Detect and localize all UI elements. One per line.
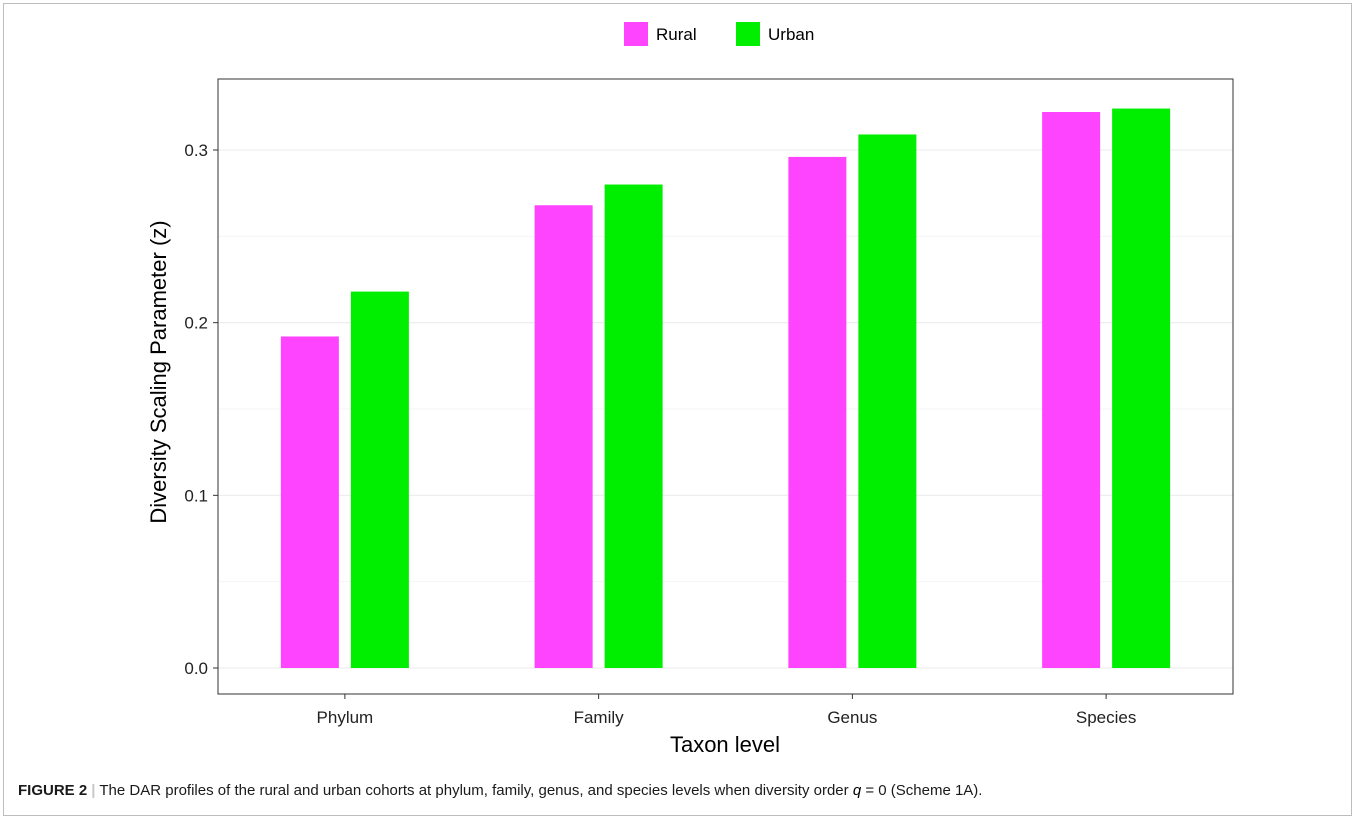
y-tick-label: 0.0: [184, 659, 208, 678]
x-axis-title: Taxon level: [670, 732, 780, 757]
x-tick-label: Family: [574, 708, 625, 727]
legend-key-urban: [736, 22, 760, 46]
bar-rural-phylum: [280, 336, 339, 668]
y-tick-label: 0.1: [184, 486, 208, 505]
bar-rural-species: [1042, 112, 1101, 669]
caption-text-after: = 0 (Scheme 1A).: [861, 782, 983, 799]
y-tick-label: 0.3: [184, 141, 208, 160]
legend-label-urban: Urban: [768, 25, 814, 44]
bar-urban-genus: [858, 134, 917, 668]
figure-frame: [3, 3, 1352, 816]
bar-rural-genus: [788, 156, 847, 668]
bars-layer: [280, 108, 1171, 669]
bar-urban-species: [1112, 108, 1171, 668]
y-tick-label: 0.2: [184, 314, 208, 333]
legend-label-rural: Rural: [656, 25, 697, 44]
caption-label: FIGURE 2: [18, 782, 88, 799]
x-tick-label: Species: [1076, 708, 1136, 727]
x-tick-label: Phylum: [317, 708, 374, 727]
caption-separator: |: [91, 782, 96, 799]
legend: Rural Urban: [624, 22, 814, 46]
x-axis: Phylum Family Genus Species: [317, 694, 1136, 727]
bar-rural-family: [534, 205, 593, 668]
x-tick-label: Genus: [827, 708, 877, 727]
legend-key-rural: [624, 22, 648, 46]
y-axis: 0.0 0.1 0.2 0.3: [184, 141, 218, 678]
bar-urban-phylum: [350, 291, 409, 668]
bar-urban-family: [604, 184, 663, 669]
figure-caption: FIGURE 2 | The DAR profiles of the rural a…: [18, 782, 982, 799]
y-axis-title: Diversity Scaling Parameter (z): [146, 220, 171, 523]
caption-q-symbol: q: [852, 782, 862, 799]
caption-text-before: The DAR profiles of the rural and urban …: [99, 782, 853, 799]
plot-panel-border: [217, 78, 1234, 695]
